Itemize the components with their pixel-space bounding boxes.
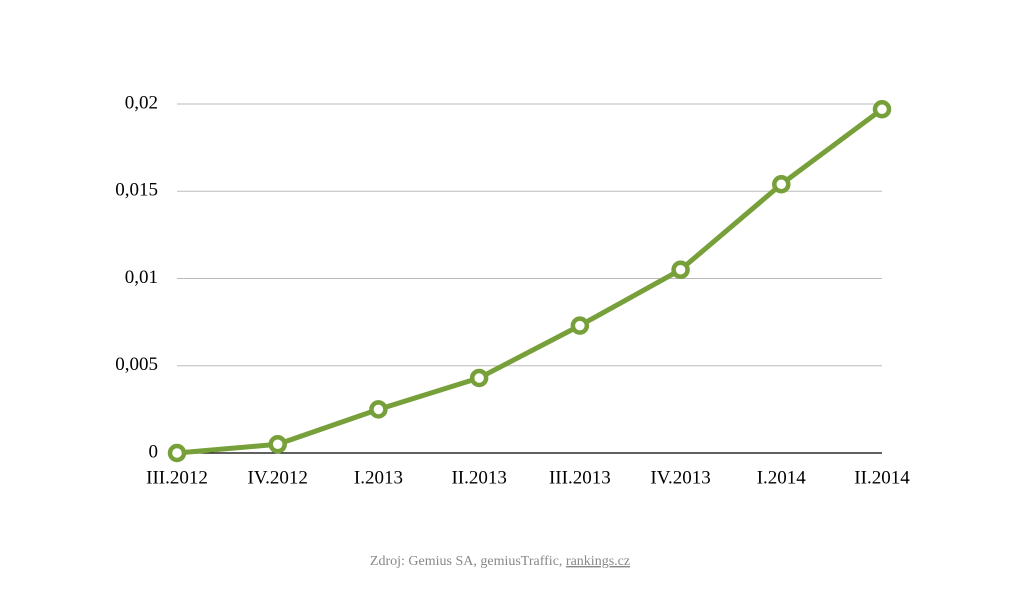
x-tick-label: III.2013	[549, 467, 611, 488]
y-tick-label: 0,005	[115, 354, 158, 375]
source-link: rankings.cz	[566, 554, 630, 569]
point	[772, 175, 791, 194]
x-tick-label: I.2014	[757, 467, 807, 488]
point	[872, 99, 892, 119]
y-tick-label: 0,02	[125, 92, 158, 113]
source-text: Zdroj: Gemius SA, gemiusTraffic,	[370, 554, 563, 569]
point	[671, 260, 690, 280]
point	[469, 368, 489, 388]
x-tick-label: IV.2013	[650, 467, 710, 488]
x-tick-label: III.2012	[146, 467, 208, 488]
source: Zdroj: Gemius SA, gemiusTraffic, ranking…	[370, 554, 630, 569]
point	[268, 435, 287, 454]
point	[369, 400, 388, 419]
x-tick-label: IV.2012	[248, 467, 308, 488]
x-tick-label: I.2013	[354, 467, 403, 488]
line	[176, 107, 884, 456]
x-tick-label: II.2014	[854, 467, 910, 488]
point	[167, 443, 187, 463]
x-tick-label: II.2013	[451, 467, 506, 488]
y-tick-label: 0	[149, 441, 159, 462]
point	[570, 316, 590, 335]
y-tick-label: 0,01	[125, 267, 158, 288]
y-tick-label: 0,015	[115, 180, 158, 201]
